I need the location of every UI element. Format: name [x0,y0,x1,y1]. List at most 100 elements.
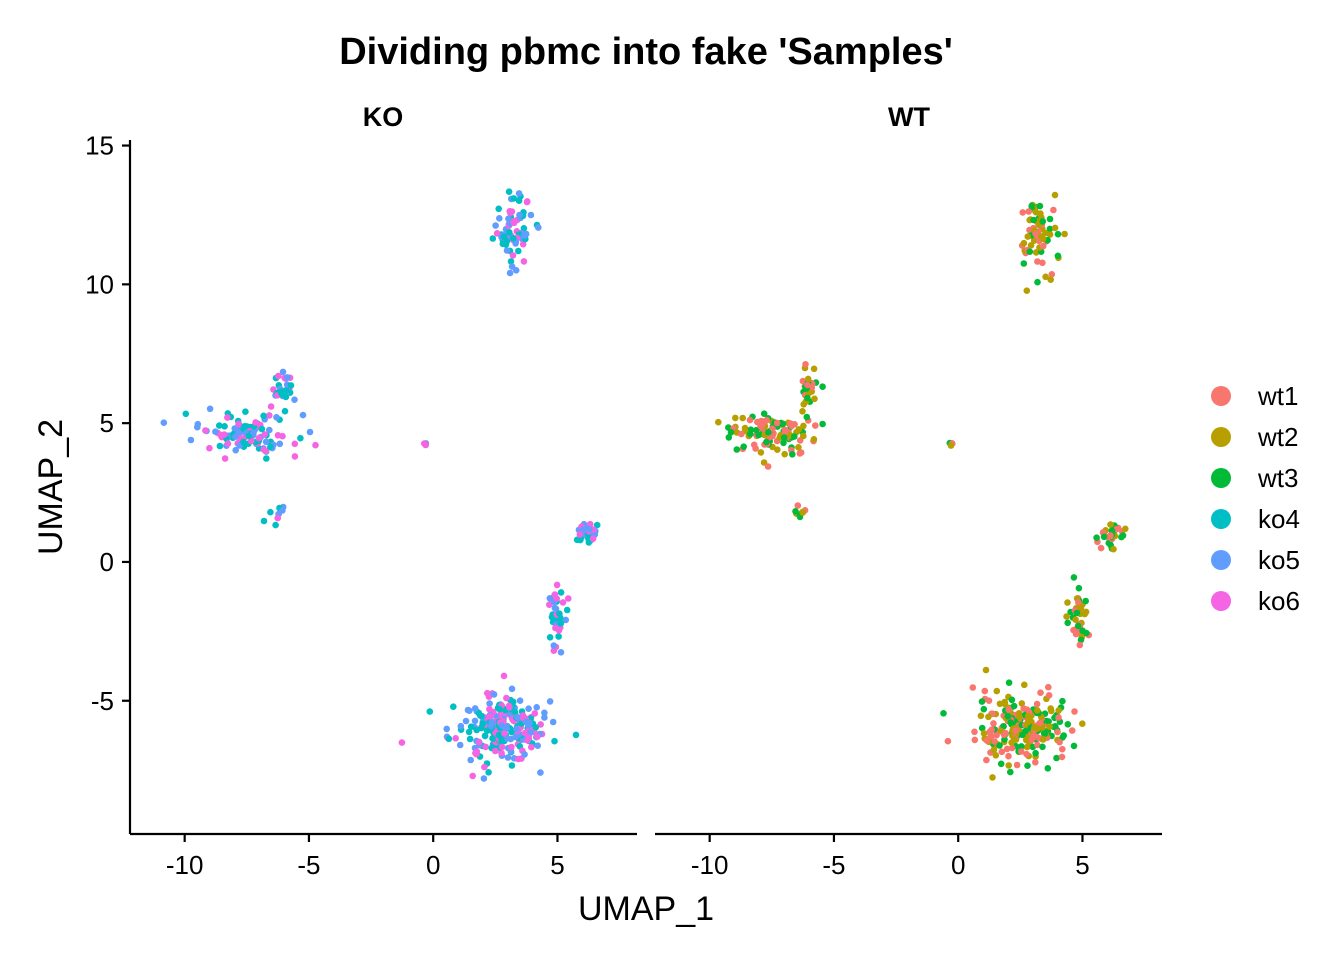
point-wt1 [983,756,990,764]
point-ko5 [557,649,565,656]
point-wt3 [1024,762,1031,769]
point-ko4 [557,589,565,596]
point-wt1 [1072,630,1080,638]
point-ko5 [551,604,559,612]
point-wt1 [1050,206,1057,214]
point-ko6 [224,440,232,447]
point-ko6 [555,627,563,634]
point-wt3 [1093,534,1100,541]
x-tick-label: 5 [550,850,564,880]
point-ko5 [514,713,521,721]
point-ko4 [506,229,513,236]
point-ko4 [551,737,558,745]
point-wt1 [1005,752,1012,760]
point-ko4 [585,539,593,546]
point-ko5 [456,741,464,749]
point-ko5 [521,232,528,239]
point-ko5 [480,775,488,782]
point-ko5 [284,374,291,381]
point-wt1 [1045,683,1052,691]
point-wt2 [1027,242,1035,249]
point-wt1 [991,738,998,745]
point-wt1 [971,728,978,736]
point-ko5 [534,742,541,749]
point-ko5 [526,719,533,727]
point-wt3 [755,431,762,439]
point-ko6 [586,520,594,528]
point-wt1 [1056,738,1063,746]
point-ko6 [255,434,263,442]
point-wt2 [1024,233,1032,240]
point-wt3 [978,724,986,732]
point-ko4 [467,723,475,730]
point-ko5 [508,685,516,693]
point-wt3 [1064,721,1072,728]
point-wt3 [779,420,787,428]
x-tick-label: -5 [297,850,320,880]
point-wt2 [1032,249,1040,256]
point-ko6 [507,209,514,217]
point-wt2 [989,774,996,781]
point-ko4 [485,769,492,776]
point-wt1 [1018,748,1025,755]
point-wt1 [998,748,1006,756]
point-ko4 [505,188,513,195]
point-ko4 [297,434,304,442]
point-wt2 [1021,681,1028,689]
point-ko5 [299,411,307,419]
point-wt2 [1051,224,1059,232]
point-wt3 [1074,622,1082,630]
point-ko5 [487,723,494,730]
point-ko6 [565,595,572,602]
point-ko5 [262,438,270,446]
legend-label-wt1: wt1 [1257,381,1298,411]
point-wt1 [1002,729,1009,737]
x-axis-title: UMAP_1 [578,890,714,928]
point-ko4 [573,536,581,544]
point-ko5 [250,429,257,437]
point-wt1 [797,449,805,456]
point-wt3 [747,430,754,438]
point-ko6 [224,414,231,421]
point-ko5 [276,440,284,448]
point-wt2 [1048,707,1055,715]
point-wt2 [1040,736,1047,743]
point-ko6 [509,252,517,259]
point-wt1 [1076,641,1084,649]
point-ko6 [252,419,259,426]
point-wt3 [1082,597,1089,605]
point-wt2 [715,418,722,426]
point-wt3 [1054,230,1062,238]
point-wt1 [787,420,794,427]
point-wt2 [1016,713,1023,721]
point-ko6 [421,440,428,447]
point-ko4 [532,724,540,731]
point-wt3 [725,434,733,441]
point-wt3 [1046,225,1054,233]
point-ko6 [519,240,527,248]
point-wt3 [760,410,768,418]
point-ko6 [537,721,544,728]
point-wt1 [1068,727,1076,734]
point-ko6 [274,514,282,522]
point-ko5 [513,725,520,733]
point-ko4 [216,422,223,429]
point-wt1 [764,463,772,470]
point-ko5 [490,691,498,698]
point-wt1 [969,684,977,691]
point-ko5 [232,446,239,454]
point-wt2 [996,700,1004,708]
point-wt3 [1060,732,1067,739]
point-wt2 [1023,743,1031,751]
point-wt2 [800,432,807,440]
point-ko5 [516,697,524,704]
point-ko6 [500,672,508,680]
point-ko5 [462,717,470,725]
point-wt2 [1018,700,1026,707]
point-wt2 [1024,718,1032,726]
point-wt1 [758,422,766,430]
point-wt3 [804,394,811,402]
point-wt3 [1036,202,1044,210]
point-ko5 [503,247,511,254]
point-wt1 [1039,242,1047,250]
